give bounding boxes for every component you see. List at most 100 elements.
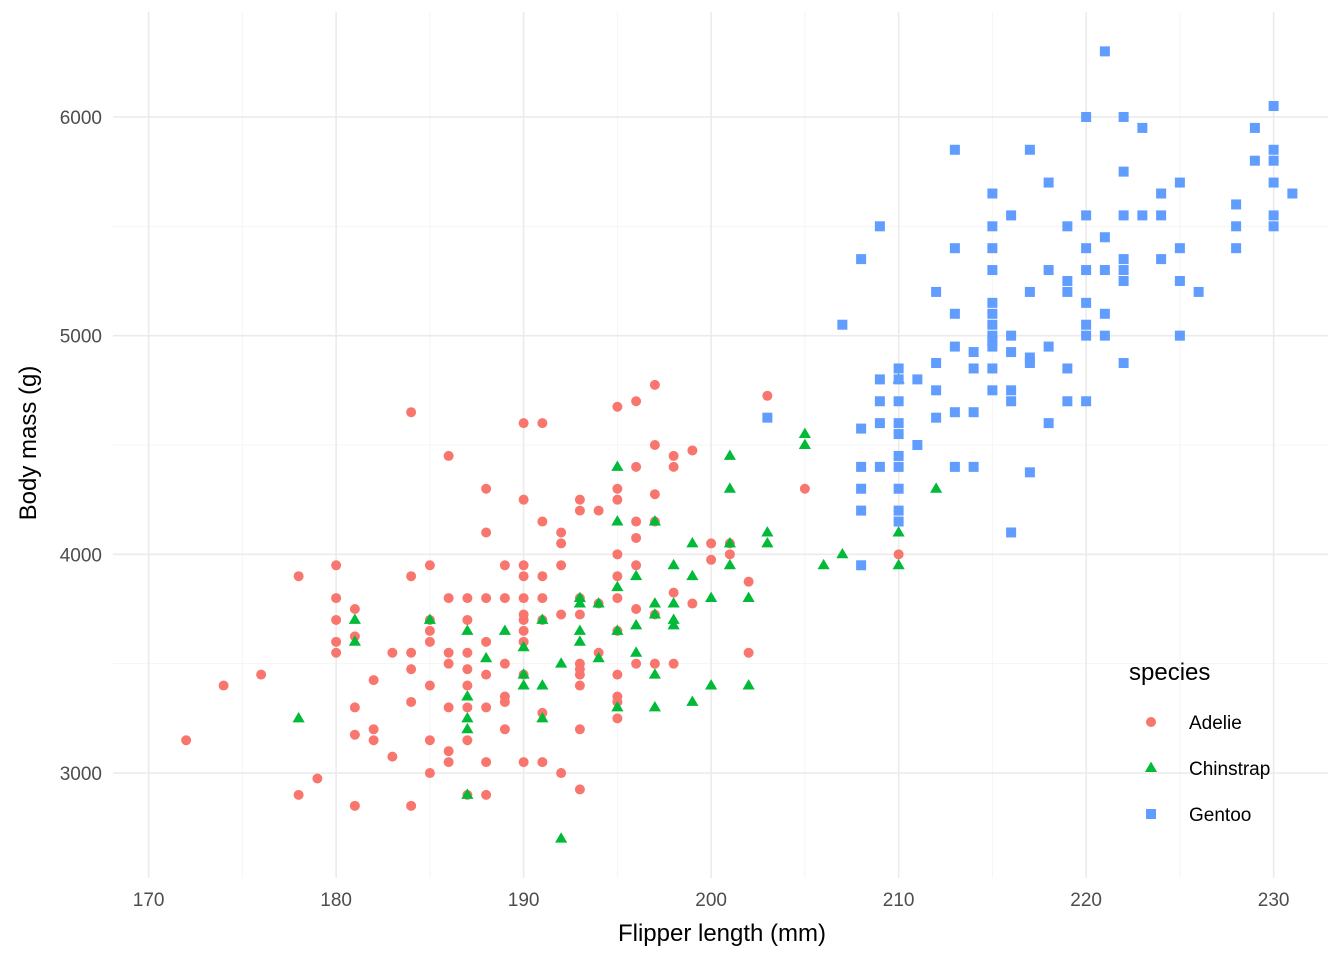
adelie-point [406,800,417,811]
adelie-point [706,538,717,549]
chinstrap-point [573,597,586,608]
adelie-point [481,593,492,604]
gentoo-point [893,483,904,494]
chinstrap-point [686,695,699,706]
gentoo-point [1231,199,1242,210]
y-tick-label: 5000 [60,327,102,348]
gentoo-point [968,407,979,418]
adelie-point [368,675,379,686]
adelie-point [631,604,642,615]
chinstrap-point [630,646,643,657]
chinstrap-point [517,640,530,652]
gentoo-point [1118,275,1129,286]
gentoo-point [931,357,942,368]
gentoo-point [1081,297,1092,308]
gentoo-point [987,188,998,199]
gentoo-point [856,505,867,516]
gentoo-point [1118,357,1129,368]
gentoo-point [1081,243,1092,254]
gentoo-point [1081,111,1092,122]
gentoo-point [987,319,998,330]
gentoo-point [968,347,979,358]
adelie-point [631,516,642,527]
gentoo-point [1156,188,1167,199]
adelie-point [612,494,623,505]
x-tick-label: 190 [508,890,540,911]
legend-label: Adelie [1189,713,1242,734]
gentoo-point [987,243,998,254]
adelie-point [424,680,435,691]
chinstrap-point [817,558,830,570]
adelie-point [649,489,660,500]
adelie-point [443,658,454,669]
gentoo-point [1024,357,1035,368]
gentoo-point [1024,467,1035,478]
gentoo-point [987,308,998,319]
gentoo-point [1156,254,1167,265]
adelie-point [593,505,604,516]
gentoo-point [1118,210,1129,221]
adelie-point [612,483,623,494]
adelie-point [518,757,529,768]
gentoo-point [1268,210,1279,221]
adelie-point [387,647,398,658]
chinstrap-point [723,449,736,460]
chinstrap-point [517,679,530,690]
gentoo-point [1118,254,1129,265]
chinstrap-point [592,597,605,608]
adelie-point [424,625,435,636]
gentoo-point [1268,101,1279,112]
adelie-point [612,549,623,560]
chinstrap-point [611,460,624,471]
adelie-point [612,571,623,582]
chinstrap-point [742,591,755,603]
adelie-point [518,593,529,604]
gentoo-point [1268,155,1279,166]
gentoo-point [1249,155,1260,166]
adelie-point [331,647,342,658]
chinstrap-point [667,597,680,608]
gentoo-point [893,516,904,527]
chinstrap-point [630,619,643,630]
adelie-point [312,773,323,784]
adelie-point [724,549,735,560]
gentoo-point [1043,177,1054,188]
adelie-point [293,789,304,800]
gentoo-point [856,254,867,265]
legend-item-chinstrap: Chinstrap [1144,759,1270,780]
gentoo-point [1043,341,1054,352]
gentoo-point [1118,111,1129,122]
chinstrap-point [498,624,511,635]
gentoo-point [1081,210,1092,221]
major-gridlines [113,12,1328,878]
adelie-point [406,407,417,418]
chinstrap-point [930,482,943,493]
y-axis-title: Body mass (g) [15,366,42,521]
adelie-point [612,401,623,412]
gentoo-point [1006,210,1017,221]
gentoo-point [1006,330,1017,341]
gentoo-point [949,407,960,418]
gentoo-point [874,221,885,232]
gentoo-point [987,341,998,352]
series-gentoo [762,46,1298,571]
x-tick-label: 220 [1070,890,1102,911]
x-tick-label: 200 [695,890,727,911]
gentoo-point [1174,275,1185,286]
gentoo-point [874,396,885,407]
adelie-point [218,680,229,691]
adelie-point [462,614,473,625]
adelie-point [574,724,585,735]
adelie-point [518,560,529,571]
gentoo-point [1062,396,1073,407]
gentoo-point [874,418,885,429]
adelie-point [668,450,679,461]
chinstrap-point [592,651,605,663]
gentoo-point [1062,363,1073,374]
minor-gridlines [113,12,1328,878]
chinstrap-point [611,515,624,526]
gentoo-point [1174,243,1185,254]
chinstrap-point [892,558,905,570]
adelie-point [368,724,379,735]
adelie-point [481,483,492,494]
